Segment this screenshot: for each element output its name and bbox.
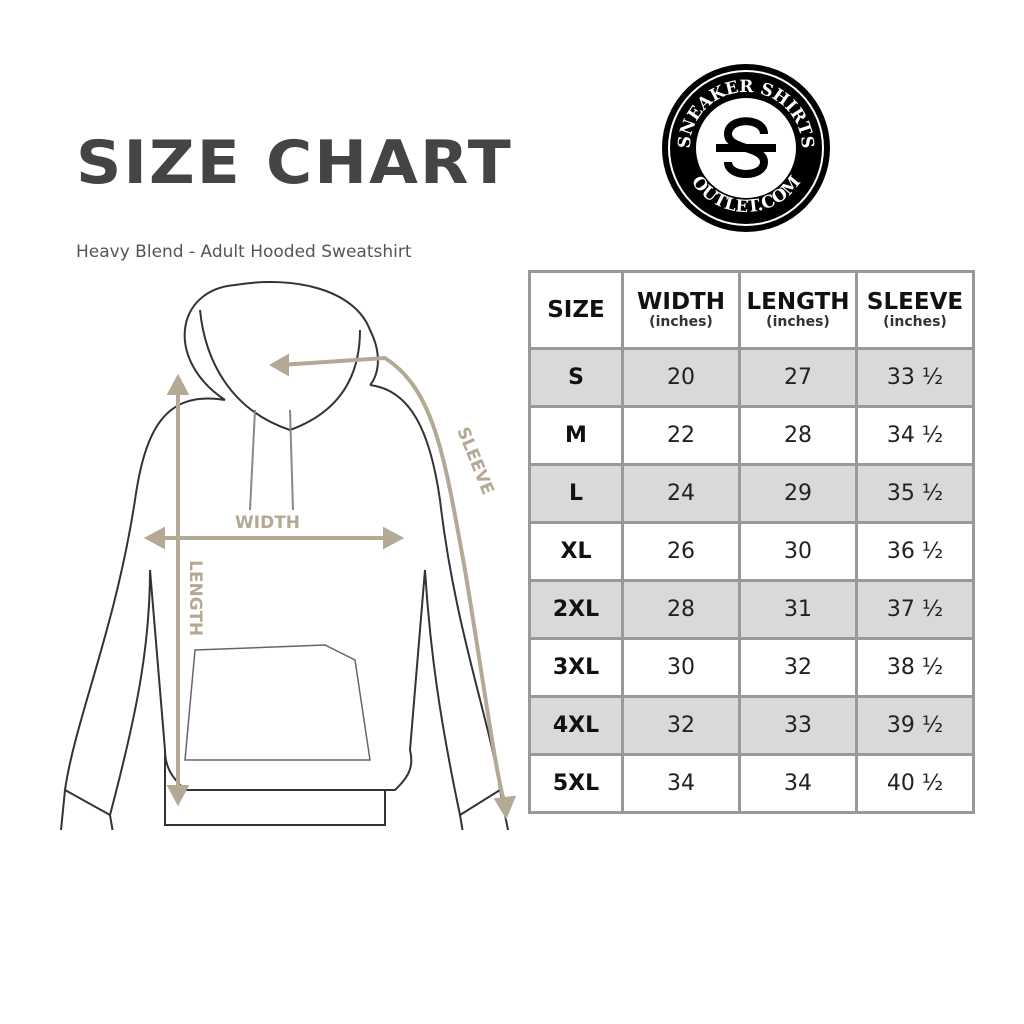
cell-width: 20 (621, 347, 741, 408)
cell-length: 27 (738, 347, 858, 408)
hoodie-diagram: WIDTH LENGTH SLEEVE (59, 281, 517, 830)
cell-width: 28 (621, 579, 741, 640)
cell-size: M (528, 405, 624, 466)
cell-sleeve: 37 ½ (855, 579, 975, 640)
cell-length: 30 (738, 521, 858, 582)
table-row: 3XL 30 32 38 ½ (528, 637, 975, 698)
length-label: LENGTH (185, 560, 205, 636)
brand-logo: SNEAKER SHIRTS OUTLET.COM (662, 64, 830, 232)
column-header-size: SIZE (528, 270, 624, 350)
column-header-sleeve: SLEEVE (inches) (855, 270, 975, 350)
cell-sleeve: 36 ½ (855, 521, 975, 582)
column-header-length: LENGTH (inches) (738, 270, 858, 350)
cell-width: 34 (621, 753, 741, 814)
width-label: WIDTH (235, 513, 300, 533)
table-row: L 24 29 35 ½ (528, 463, 975, 524)
table-row: XL 26 30 36 ½ (528, 521, 975, 582)
cell-sleeve: 34 ½ (855, 405, 975, 466)
sleeve-label: SLEEVE (452, 424, 497, 497)
cell-sleeve: 35 ½ (855, 463, 975, 524)
cell-width: 30 (621, 637, 741, 698)
cell-length: 28 (738, 405, 858, 466)
table-header-row: SIZE WIDTH (inches) LENGTH (inches) SLEEVE… (528, 270, 975, 350)
table-row: S 20 27 33 ½ (528, 347, 975, 408)
monogram-icon (716, 117, 776, 178)
cell-size: 4XL (528, 695, 624, 756)
cell-length: 31 (738, 579, 858, 640)
cell-sleeve: 33 ½ (855, 347, 975, 408)
cell-size: S (528, 347, 624, 408)
page-title: SIZE CHART (76, 128, 513, 198)
cell-size: 3XL (528, 637, 624, 698)
table-row: 2XL 28 31 37 ½ (528, 579, 975, 640)
size-table: SIZE WIDTH (inches) LENGTH (inches) SLEEVE… (528, 270, 975, 814)
cell-length: 33 (738, 695, 858, 756)
cell-length: 34 (738, 753, 858, 814)
cell-length: 32 (738, 637, 858, 698)
cell-sleeve: 40 ½ (855, 753, 975, 814)
cell-size: 2XL (528, 579, 624, 640)
column-header-width: WIDTH (inches) (621, 270, 741, 350)
cell-size: L (528, 463, 624, 524)
cell-sleeve: 38 ½ (855, 637, 975, 698)
cell-length: 29 (738, 463, 858, 524)
cell-width: 22 (621, 405, 741, 466)
cell-width: 24 (621, 463, 741, 524)
cell-width: 26 (621, 521, 741, 582)
cell-width: 32 (621, 695, 741, 756)
table-row: M 22 28 34 ½ (528, 405, 975, 466)
cell-size: XL (528, 521, 624, 582)
table-row: 4XL 32 33 39 ½ (528, 695, 975, 756)
product-subtitle: Heavy Blend - Adult Hooded Sweatshirt (76, 242, 412, 262)
cell-sleeve: 39 ½ (855, 695, 975, 756)
table-row: 5XL 34 34 40 ½ (528, 753, 975, 814)
cell-size: 5XL (528, 753, 624, 814)
